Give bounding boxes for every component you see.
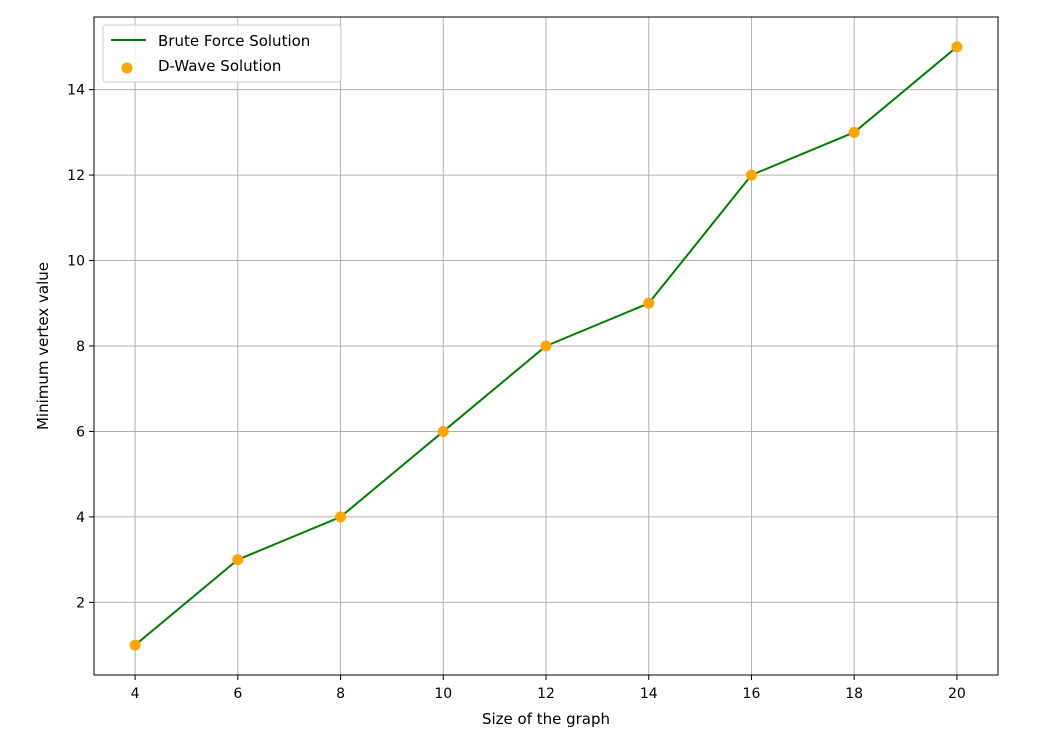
data-point-d-wave: [951, 41, 963, 53]
y-tick-label: 6: [76, 424, 85, 440]
x-tick-label: 8: [336, 686, 345, 702]
x-tick-label: 20: [948, 686, 966, 702]
x-tick-label: 14: [640, 686, 658, 702]
ticks: 4 6 8 10 12 14 16 18 20 2 4 6 8 10 12 14: [67, 83, 966, 702]
y-tick-label: 12: [67, 168, 85, 184]
y-tick-label: 2: [76, 595, 85, 611]
y-tick-label: 10: [67, 254, 85, 270]
x-tick-label: 18: [845, 686, 863, 702]
legend-marker-handle: [121, 62, 133, 74]
legend: Brute Force Solution D-Wave Solution: [102, 24, 342, 83]
data-point-d-wave: [129, 639, 141, 651]
legend-label-d-wave: D-Wave Solution: [158, 57, 281, 75]
legend-label-brute-force: Brute Force Solution: [158, 32, 310, 50]
legend-box: [102, 24, 342, 83]
y-axis-label: Minimum vertex value: [34, 262, 52, 430]
x-tick-label: 4: [131, 686, 140, 702]
y-tick-label: 4: [76, 510, 85, 526]
data-point-d-wave: [643, 297, 655, 309]
data-point-d-wave: [335, 511, 347, 523]
data-point-d-wave: [848, 126, 860, 138]
x-tick-label: 6: [233, 686, 242, 702]
x-axis-label: Size of the graph: [482, 710, 610, 728]
data-point-d-wave: [232, 554, 244, 566]
y-tick-label: 14: [67, 83, 85, 99]
data-point-d-wave: [540, 340, 552, 352]
series-layer: [129, 41, 963, 651]
data-point-d-wave: [745, 169, 757, 181]
y-tick-label: 8: [76, 339, 85, 355]
x-tick-label: 12: [537, 686, 555, 702]
data-point-d-wave: [437, 425, 449, 437]
x-tick-label: 10: [434, 686, 452, 702]
x-tick-label: 16: [743, 686, 761, 702]
